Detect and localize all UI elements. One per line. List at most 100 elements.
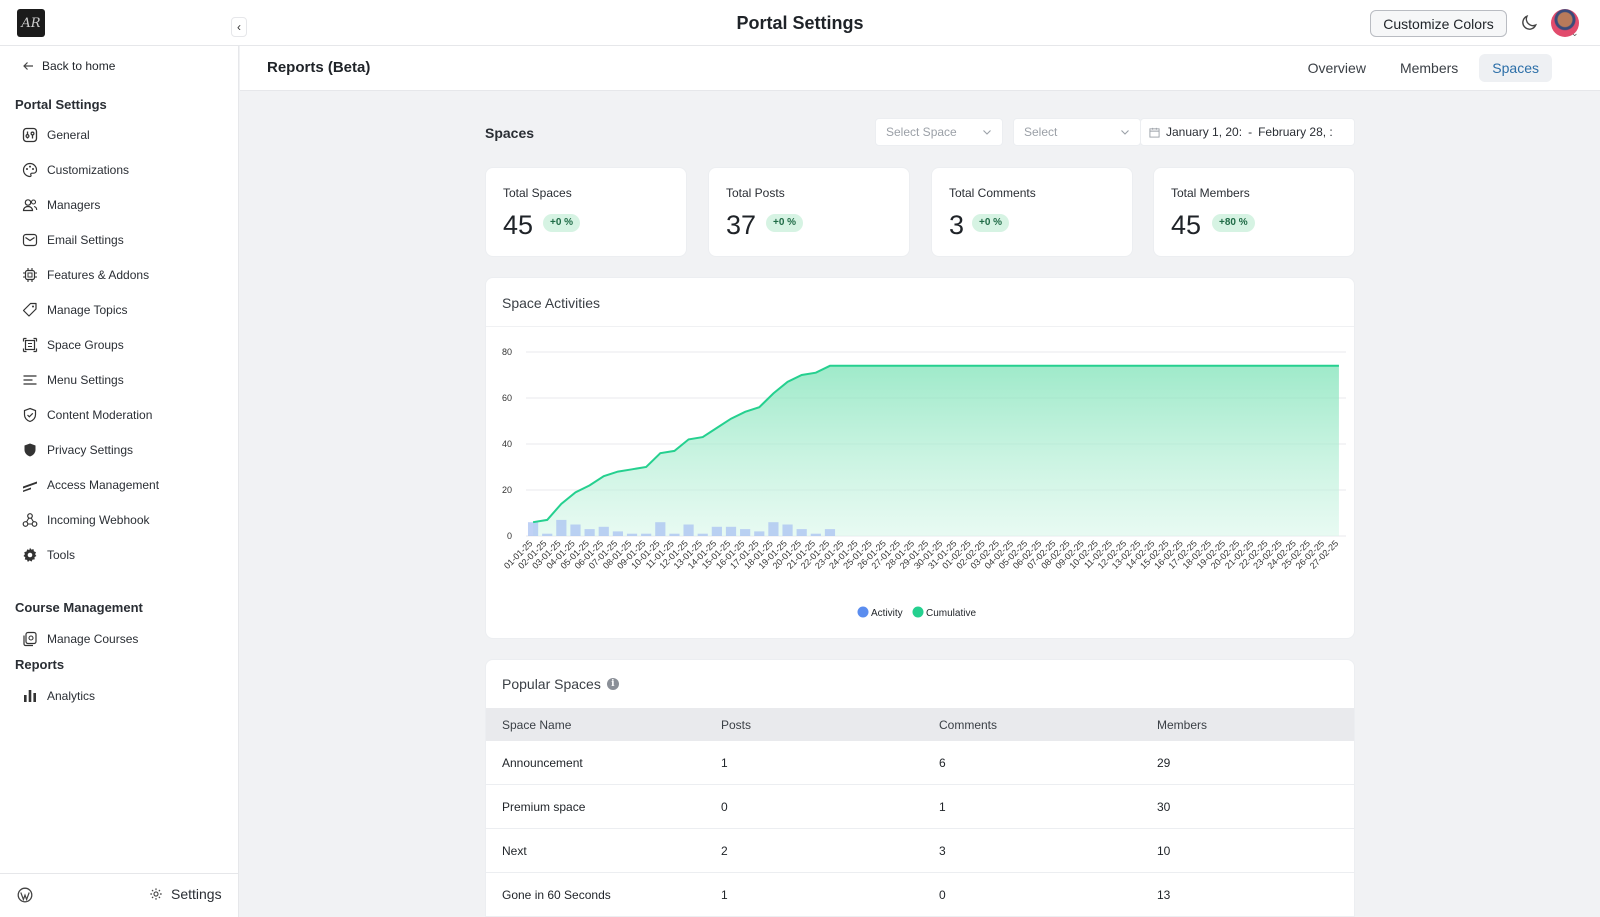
sidebar-item-content-moderation[interactable]: Content Moderation <box>22 404 152 426</box>
stat-card-total-members: Total Members 45 +80 % <box>1153 167 1355 257</box>
stat-label: Total Members <box>1171 186 1250 200</box>
popular-spaces-card: Popular Spaces i Space Name Posts Commen… <box>485 659 1355 917</box>
footer-settings-link[interactable]: Settings <box>149 886 222 902</box>
sidebar-item-incoming-webhook[interactable]: Incoming Webhook <box>22 509 150 531</box>
sidebar-item-label: Incoming Webhook <box>47 513 150 527</box>
tab-members[interactable]: Members <box>1399 60 1459 76</box>
general-icon <box>22 127 38 143</box>
sidebar-item-label: Customizations <box>47 163 130 177</box>
info-icon[interactable]: i <box>606 678 619 690</box>
sidebar-item-label: Managers <box>47 198 101 212</box>
avatar[interactable] <box>1551 9 1579 37</box>
cumulative-line <box>532 364 1339 524</box>
table-row[interactable]: Premium space 0 1 30 <box>486 785 1354 829</box>
activity-bar <box>810 533 821 536</box>
activity-bar <box>612 531 623 536</box>
sidebar-item-label: Access Management <box>47 478 160 492</box>
space-activities-card: 0 20 40 60 80 01-01-25 02-01-25 03-01-25 04-01-2… <box>485 277 1355 639</box>
sidebar-item-space-groups[interactable]: Space Groups <box>22 334 124 356</box>
space-name-cell: Next <box>502 843 527 858</box>
sidebar-item-label: General <box>47 128 90 142</box>
activity-bar <box>782 524 793 536</box>
y-tick-label: 0 <box>507 531 512 541</box>
back-to-home-link[interactable]: Back to home <box>22 59 115 73</box>
activity-bar <box>768 522 779 536</box>
select-dropdown[interactable]: Select <box>1013 118 1141 146</box>
sidebar-item-label: Manage Topics <box>47 303 128 317</box>
activity-bar <box>527 522 539 536</box>
page-header: Reports (Beta) Overview Members Spaces <box>240 46 1600 91</box>
sidebar-item-menu-settings[interactable]: Menu Settings <box>22 369 124 391</box>
column-header[interactable]: Posts <box>721 717 752 732</box>
activity-bar <box>711 526 722 536</box>
chevron-down-icon[interactable]: ⌄ <box>1571 28 1579 38</box>
report-tabs: Overview Members Spaces <box>1295 54 1552 82</box>
table-row[interactable]: Gone in 60 Seconds 1 0 13 <box>486 873 1354 917</box>
activity-bar <box>796 529 807 536</box>
y-tick-label: 80 <box>502 347 512 357</box>
change-badge: +0 % <box>972 214 1010 232</box>
logo[interactable]: AR <box>17 9 45 37</box>
sidebar-item-analytics[interactable]: Analytics <box>22 685 95 707</box>
sidebar-item-managers[interactable]: Managers <box>22 194 100 216</box>
wordpress-icon[interactable] <box>17 887 33 903</box>
posts-cell: 2 <box>721 843 728 858</box>
activity-bar <box>683 524 694 536</box>
section-label: Spaces <box>485 125 535 141</box>
date-start[interactable]: January 1, 20: <box>1166 125 1243 139</box>
members-cell: 30 <box>1157 799 1171 814</box>
tag-icon <box>22 302 37 317</box>
sidebar-item-manage-courses[interactable]: Manage Courses <box>22 628 138 650</box>
sidebar-item-customizations[interactable]: Customizations <box>22 159 129 181</box>
legend-label: Activity <box>871 608 903 619</box>
users-icon <box>22 199 38 212</box>
legend-swatch <box>857 606 869 618</box>
sidebar-item-email-settings[interactable]: Email Settings <box>22 229 124 251</box>
sidebar: Back to home Portal Settings General Cus… <box>0 46 239 917</box>
sidebar-item-label: Manage Courses <box>47 632 139 646</box>
calendar-icon <box>1149 127 1160 138</box>
webhook-icon <box>22 513 38 527</box>
chart-title: Space Activities <box>502 295 601 311</box>
courses-icon <box>23 631 37 647</box>
legend-swatch <box>912 606 924 618</box>
space-name-cell: Gone in 60 Seconds <box>502 887 611 902</box>
stat-card-total-spaces: Total Spaces 45 +0 % <box>485 167 687 257</box>
members-cell: 13 <box>1157 887 1171 902</box>
date-end[interactable]: February 28, : <box>1258 125 1333 139</box>
comments-cell: 3 <box>939 843 946 858</box>
shield-icon <box>24 443 36 457</box>
members-cell: 10 <box>1157 843 1171 858</box>
group-icon <box>22 337 38 353</box>
date-separator: - <box>1248 125 1253 139</box>
sidebar-item-general[interactable]: General <box>22 124 90 146</box>
gear-icon <box>23 547 37 562</box>
tab-spaces[interactable]: Spaces <box>1479 54 1552 82</box>
column-header[interactable]: Members <box>1157 717 1208 732</box>
collapse-sidebar-button[interactable]: ‹ <box>231 17 247 37</box>
select-space-dropdown[interactable]: Select Space <box>875 118 1003 146</box>
activity-bar <box>542 533 553 536</box>
chevron-down-icon <box>983 130 991 135</box>
stat-value: 37 <box>726 210 757 240</box>
sidebar-item-access-management[interactable]: Access Management <box>22 474 159 496</box>
portal-settings-heading: Portal Settings <box>15 97 107 112</box>
space-activities-chart: 02040608001-01-2502-01-2503-01-2504-01-2… <box>502 347 1346 619</box>
column-header[interactable]: Comments <box>939 717 998 732</box>
arrow-left-icon <box>23 62 33 70</box>
sidebar-item-label: Privacy Settings <box>47 443 134 457</box>
sidebar-item-features-addons[interactable]: Features & Addons <box>22 264 149 286</box>
sidebar-item-manage-topics[interactable]: Manage Topics <box>22 299 128 321</box>
y-tick-label: 40 <box>502 439 512 449</box>
table-row[interactable]: Announcement 1 6 29 <box>486 741 1354 785</box>
column-header[interactable]: Space Name <box>502 717 572 732</box>
sidebar-item-tools[interactable]: Tools <box>22 544 75 566</box>
legend-label: Cumulative <box>926 608 976 619</box>
sidebar-item-privacy-settings[interactable]: Privacy Settings <box>22 439 133 461</box>
customize-colors-button[interactable]: Customize Colors <box>1370 10 1507 37</box>
select-space-placeholder: Select Space <box>886 125 957 139</box>
date-range-picker[interactable]: January 1, 20: - February 28, : <box>1140 118 1355 146</box>
table-row[interactable]: Next 2 3 10 <box>486 829 1354 873</box>
moon-icon[interactable] <box>1519 13 1539 33</box>
tab-overview[interactable]: Overview <box>1307 60 1366 76</box>
